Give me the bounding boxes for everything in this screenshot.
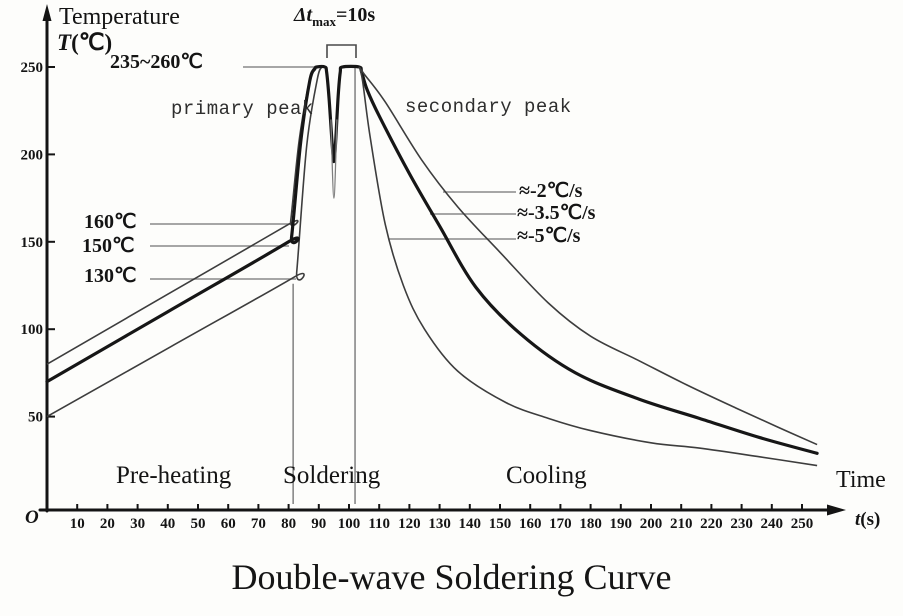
y-axis-unit: T(℃) bbox=[57, 30, 113, 55]
y-axis-symbol: T bbox=[57, 30, 72, 55]
curve-preheat-lower-130C bbox=[46, 66, 323, 418]
y-axis-arrow-icon bbox=[42, 4, 52, 21]
preheat-160c-label: 160℃ bbox=[84, 211, 137, 233]
x-tick-label: 230 bbox=[730, 516, 753, 532]
x-tick-label: 60 bbox=[221, 516, 236, 532]
x-axis-symbol: t bbox=[855, 509, 861, 530]
phase-preheating-label: Pre-heating bbox=[116, 462, 232, 489]
x-tick-label: 10 bbox=[70, 516, 85, 532]
x-tick-label: 100 bbox=[338, 516, 361, 532]
primary-peak-label: primary peak bbox=[171, 98, 314, 120]
x-tick-label: 200 bbox=[640, 516, 663, 532]
x-tick-label: 160 bbox=[519, 516, 542, 532]
curve-dip-inner bbox=[330, 119, 338, 199]
curve-main-profile-bold-3.5Cps bbox=[45, 64, 819, 455]
delta-t-subscript: max bbox=[312, 14, 336, 29]
x-tick-label: 90 bbox=[311, 516, 326, 532]
preheat-130c-label: 130℃ bbox=[84, 265, 137, 287]
x-tick-label: 220 bbox=[700, 516, 723, 532]
delta-t-max-label: Δtmax=10s bbox=[294, 5, 375, 29]
x-tick-label: 150 bbox=[489, 516, 512, 532]
cooling-rate-3-5cps-label: ≈-3.5℃/s bbox=[517, 202, 596, 224]
x-tick-label: 80 bbox=[281, 516, 296, 532]
x-tick-label: 20 bbox=[100, 516, 115, 532]
x-tick-label: 210 bbox=[670, 516, 693, 532]
cooling-rate-2cps-label: ≈-2℃/s bbox=[519, 180, 583, 202]
delta-t-value: =10s bbox=[335, 4, 376, 26]
y-tick-label: 200 bbox=[21, 147, 44, 163]
x-axis-unit: t(s) bbox=[855, 510, 880, 530]
x-tick-label: 30 bbox=[130, 516, 145, 532]
x-tick-label: 110 bbox=[368, 516, 390, 532]
x-tick-label: 40 bbox=[160, 516, 175, 532]
x-axis-arrow-icon bbox=[827, 504, 846, 516]
x-tick-label: 130 bbox=[428, 516, 451, 532]
preheat-150c-label: 150℃ bbox=[82, 235, 135, 257]
delta-t-symbol: Δt bbox=[294, 4, 313, 26]
x-tick-label: 120 bbox=[398, 516, 421, 532]
x-axis-title: Time bbox=[836, 467, 886, 493]
phase-soldering-label: Soldering bbox=[283, 462, 381, 489]
curve-cooling-5Cps bbox=[358, 66, 818, 467]
phase-cooling-label: Cooling bbox=[506, 462, 587, 489]
x-tick-label: 140 bbox=[459, 516, 482, 532]
x-tick-label: 240 bbox=[761, 516, 784, 532]
x-tick-label: 180 bbox=[579, 516, 602, 532]
x-tick-label: 190 bbox=[610, 516, 633, 532]
curve-cooling-2Cps bbox=[358, 66, 818, 446]
secondary-peak-label: secondary peak bbox=[405, 96, 572, 118]
x-tick-label: 70 bbox=[251, 516, 266, 532]
y-tick-label: 150 bbox=[21, 235, 44, 251]
y-tick-label: 100 bbox=[21, 322, 44, 338]
y-tick-label: 250 bbox=[21, 60, 44, 76]
x-tick-label: 50 bbox=[191, 516, 206, 532]
x-tick-label: 250 bbox=[791, 516, 814, 532]
chart-title: Double-wave Soldering Curve bbox=[231, 557, 672, 597]
origin-label: O bbox=[25, 507, 39, 528]
x-axis-unit-text: (s) bbox=[860, 509, 881, 530]
x-tick-label: 170 bbox=[549, 516, 572, 532]
peak-temperature-range-label: 235~260℃ bbox=[110, 51, 203, 73]
dt-max-bracket bbox=[326, 44, 357, 58]
y-tick-label: 50 bbox=[28, 410, 43, 426]
y-axis-title: Temperature bbox=[59, 4, 180, 30]
y-axis-unit-text: (℃) bbox=[71, 30, 113, 55]
cooling-rate-5cps-label: ≈-5℃/s bbox=[517, 225, 581, 247]
